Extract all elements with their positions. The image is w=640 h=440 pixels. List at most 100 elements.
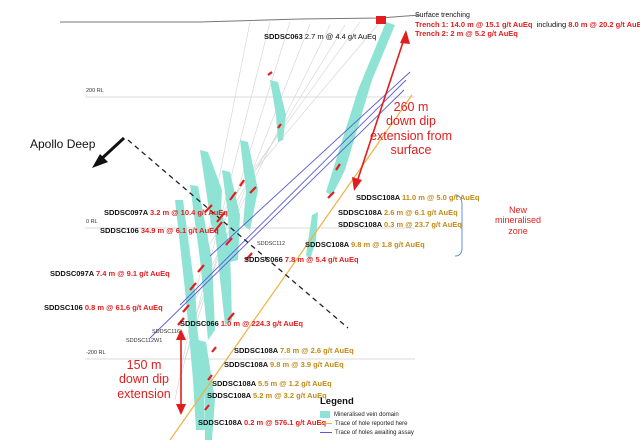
intercept-value: 9.8 m @ 3.9 g/t AuEq [270, 360, 344, 369]
new-zone-line3: zone [508, 225, 528, 236]
callout-150-line2: down dip [118, 372, 170, 387]
trench-1-including-value: 8.0 m @ 20.2 g/t AuEq [568, 20, 640, 29]
callout-260: 260 m down dip extension from surface [346, 100, 476, 158]
intercept-value: 2.6 m @ 6.1 g/t AuEq [384, 208, 458, 217]
intercept-left-3: SDDSC066 7.8 m @ 5.4 g/t AuEq [244, 256, 359, 264]
intercept-hole: SDDSC066 [244, 255, 283, 264]
trench-1-text: Trench 1: 14.0 m @ 15.1 g/t AuEq includi… [415, 21, 640, 29]
vein-6 [190, 185, 215, 340]
intercept-hole: SDDSC108A [338, 220, 382, 229]
intercept-left-2: SDDSC106 34.9 m @ 6.1 g/t AuEq [100, 227, 219, 235]
callout-150-line3: extension [117, 386, 171, 401]
legend-title: Legend [320, 396, 354, 407]
arrow-260-head-top [400, 30, 410, 44]
hole-tag-sddsc112: SDDSC112 [257, 241, 286, 247]
intercept-value: 34.9 m @ 6.1 g/t AuEq [140, 226, 219, 235]
intercept-lower-2: SDDSC108A 9.8 m @ 3.9 g/t AuEq [224, 361, 344, 369]
arrow-150-head-top [176, 329, 186, 340]
intercept-value: 7.8 m @ 5.4 g/t AuEq [284, 255, 359, 264]
rl-200-label: 200 RL [86, 88, 104, 94]
intercept-right-2: SDDSC108A 2.6 m @ 6.1 g/t AuEq [338, 209, 458, 217]
trench-1-value: Trench 1: 14.0 m @ 15.1 g/t AuEq [415, 20, 533, 29]
intercept-value: 5.2 m @ 3.2 g/t AuEq [253, 391, 327, 400]
hole-tag-sddsc116: SDDSC116 [152, 329, 181, 335]
intercept-marks [177, 71, 341, 411]
new-zone-line2: mineralised [494, 215, 542, 226]
blue-line-icon [320, 432, 332, 433]
intercept-hole: SDDSC108A [234, 346, 278, 355]
intercept-value: 5.5 m @ 1.2 g/t AuEq [258, 379, 332, 388]
apollo-deep-label: Apollo Deep [30, 137, 96, 151]
surface-line [60, 14, 421, 23]
trench-1-including: including [536, 20, 567, 29]
vein-5 [210, 180, 232, 325]
new-zone-label: New mineralised zone [478, 205, 558, 236]
legend-item-vein: Mineralised vein domain [320, 410, 460, 419]
apollo-deep-dashed-line [127, 139, 349, 329]
intercept-value: 3.2 m @ 10.4 g/t AuEq [150, 208, 228, 217]
callout-260-line3: extension from [370, 128, 452, 143]
vein-small-1 [270, 80, 286, 142]
top-intercept: SDDSC063 2.7 m @ 4.4 g/t AuEq [264, 33, 376, 41]
new-zone-bracket [454, 194, 463, 257]
intercept-hole: SDDSC097A [50, 269, 94, 278]
intercept-hole: SDDSC106 [44, 303, 83, 312]
trench-2-text: Trench 2: 2 m @ 5.2 g/t AuEq [415, 29, 518, 38]
intercept-value: 0.3 m @ 23.7 g/t AuEq [384, 220, 462, 229]
reported-hole-trace [169, 94, 413, 440]
intercept-value: 9.8 m @ 1.8 g/t AuEq [351, 240, 425, 249]
surface-trenching-title: Surface trenching [415, 12, 470, 19]
vein-9 [198, 340, 215, 440]
intercept-lower-5: SDDSC108A 0.2 m @ 576.1 g/t AuEq [198, 419, 326, 427]
intercept-lower-3: SDDSC108A 5.5 m @ 1.2 g/t AuEq [212, 380, 332, 388]
orange-line-icon [320, 423, 332, 424]
callout-260-line1: 260 m [393, 100, 429, 114]
intercept-value: 7.8 m @ 2.6 g/t AuEq [280, 346, 354, 355]
arrow-260-head-bottom [352, 177, 362, 191]
arrow-150-head-bottom [176, 404, 186, 415]
intercept-hole: SDDSC108A [305, 240, 349, 249]
intercept-hole: SDDSC066 [180, 319, 219, 328]
intercept-right-4: SDDSC108A 9.8 m @ 1.8 g/t AuEq [305, 241, 425, 249]
hole-tag-sddsc112w1: SDDSC112W1 [126, 338, 163, 344]
vein-right-small [306, 212, 318, 260]
intercept-hole: SDDSC108A [356, 193, 400, 202]
legend: Legend Mineralised vein domain Trace of … [320, 396, 460, 437]
intercept-left-4: SDDSC097A 7.4 m @ 9.1 g/t AuEq [50, 270, 170, 278]
vein-4 [222, 170, 240, 262]
callout-150: 150 m down dip extension [104, 358, 184, 401]
intercept-left-6: SDDSC066 1.0 m @ 224.3 g/t AuEq [180, 320, 303, 328]
rl-0-label: 0 RL [86, 219, 98, 225]
legend-label: Mineralised vein domain [334, 411, 399, 418]
intercept-right-3: SDDSC108A 0.3 m @ 23.7 g/t AuEq [338, 221, 462, 229]
intercept-left-1: SDDSC097A 3.2 m @ 10.4 g/t AuEq [104, 209, 228, 217]
intercept-lower-4: SDDSC108A 5.2 m @ 3.2 g/t AuEq [207, 392, 327, 400]
rl-minus200-label: -200 RL [86, 350, 106, 356]
trench-marker [376, 16, 386, 24]
callout-260-line2: down dip [385, 114, 437, 129]
intercept-value: 0.8 m @ 61.6 g/t AuEq [84, 303, 163, 312]
new-zone-line1: New [508, 205, 527, 215]
intercept-hole: SDDSC108A [224, 360, 268, 369]
legend-item-awaiting: Trace of holes awaiting assay [320, 428, 460, 437]
intercept-hole: SDDSC106 [100, 226, 139, 235]
intercept-hole: SDDSC108A [212, 379, 256, 388]
intercept-lower-1: SDDSC108A 7.8 m @ 2.6 g/t AuEq [234, 347, 354, 355]
legend-item-reported: Trace of hole reported here [320, 419, 460, 428]
vein-2 [240, 140, 258, 230]
intercept-value: 7.4 m @ 9.1 g/t AuEq [96, 269, 170, 278]
top-intercept-hole: SDDSC063 [264, 32, 303, 41]
callout-150-line1: 150 m [126, 358, 162, 372]
vein-domains [175, 22, 395, 440]
intercept-value: 0.2 m @ 576.1 g/t AuEq [244, 418, 327, 427]
intercept-hole: SDDSC097A [104, 208, 148, 217]
intercept-hole: SDDSC108A [198, 418, 242, 427]
intercept-hole: SDDSC108A [207, 391, 251, 400]
arrow-260-shaft [354, 32, 407, 189]
intercept-right-1: SDDSC108A 11.0 m @ 5.0 g/t AuEq [356, 194, 479, 202]
top-intercept-value: 2.7 m @ 4.4 g/t AuEq [304, 32, 377, 41]
legend-label: Trace of holes awaiting assay [335, 429, 414, 436]
intercept-value: 1.0 m @ 224.3 g/t AuEq [220, 319, 303, 328]
vein-swatch-icon [320, 411, 330, 418]
